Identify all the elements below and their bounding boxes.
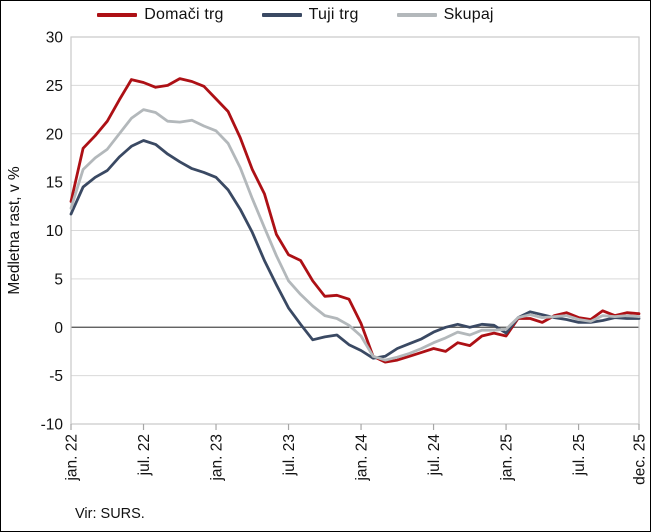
legend-swatch-skupaj [396,13,437,17]
legend-item-domaci-trg: Domači trg [97,6,223,24]
source-note: Vir: SURS. [75,506,145,522]
y-tick-label-30: 30 [46,30,64,47]
y-tick-label-10: 10 [46,223,64,240]
legend-item-skupaj: Skupaj [396,6,494,24]
x-tick-label-7: jul. 25 [571,434,588,476]
legend-swatch-tuji-trg [261,13,302,17]
y-tick-label-20: 20 [46,126,64,143]
y-tick-label--10: -10 [41,417,64,434]
x-tick-label-4: jan. 24 [354,434,371,482]
x-tick-label-1: jul. 22 [136,434,153,476]
legend-swatch-domaci-trg [97,13,138,17]
series-line-skupaj [69,108,641,362]
x-tick-label-3: jul. 23 [281,434,298,476]
series-line-doma-i-trg [69,77,641,364]
plot-border [70,36,640,425]
chart-legend: Domači trg Tuji trg Skupaj [1,6,590,24]
x-tick-label-8: dec. 25 [632,434,649,485]
y-tick-label-0: 0 [54,320,63,337]
y-tick-label-25: 25 [46,78,63,95]
x-tick-label-6: jan. 25 [499,434,516,482]
x-tick-label-5: jul. 24 [426,434,443,477]
x-tick-label-2: jan. 23 [209,434,226,482]
legend-label-tuji-trg: Tuji trg [308,6,359,23]
y-axis-title: Medletna rast, v % [6,166,23,295]
legend-item-tuji-trg: Tuji trg [261,6,359,24]
x-tick-label-0: jan. 22 [64,434,81,482]
y-tick-label-15: 15 [46,175,63,192]
legend-label-domaci-trg: Domači trg [144,6,224,23]
series-line-tuji-trg [69,139,641,360]
y-tick-label-5: 5 [54,271,63,288]
y-tick-label--5: -5 [49,368,63,385]
legend-label-skupaj: Skupaj [443,6,494,23]
